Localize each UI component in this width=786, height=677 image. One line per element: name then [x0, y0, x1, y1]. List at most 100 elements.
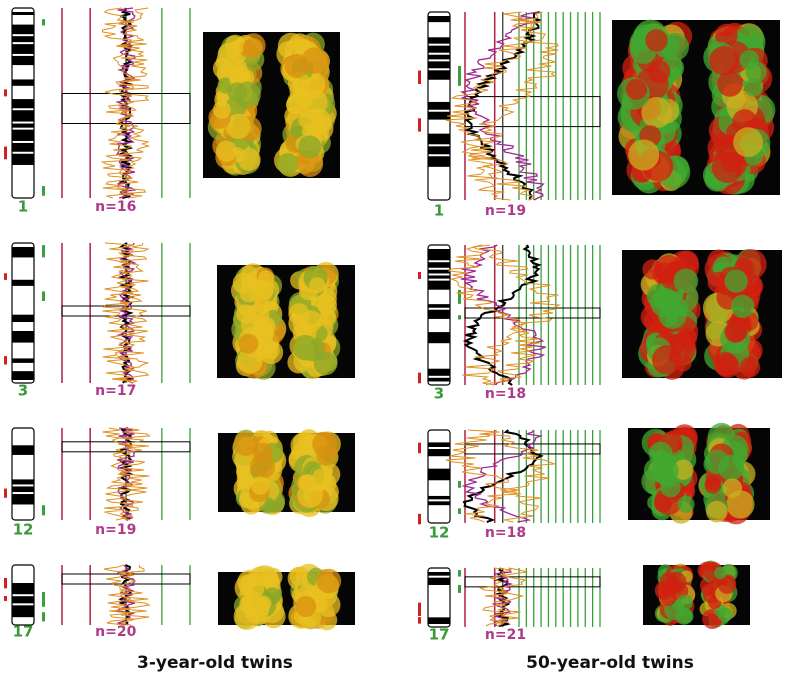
signal — [706, 501, 728, 523]
signal — [626, 79, 647, 100]
signal — [288, 303, 309, 324]
band — [428, 270, 450, 274]
profile-curve — [463, 12, 559, 200]
mark — [418, 118, 421, 131]
band — [428, 46, 450, 53]
band — [12, 583, 34, 594]
band — [12, 25, 34, 35]
signal — [298, 135, 321, 158]
signal — [628, 140, 659, 171]
band — [428, 156, 450, 167]
band — [12, 143, 34, 152]
signal — [731, 295, 754, 318]
signal — [253, 443, 273, 463]
signal — [652, 458, 679, 485]
chromosome-image — [638, 250, 701, 379]
mark — [42, 505, 45, 514]
signal — [264, 568, 283, 587]
band — [428, 70, 450, 79]
band — [428, 332, 450, 343]
band — [12, 371, 34, 380]
band — [12, 247, 34, 257]
band — [428, 275, 450, 278]
band — [428, 578, 450, 585]
band — [428, 469, 450, 481]
band — [428, 617, 450, 624]
signal — [227, 82, 246, 101]
signal — [256, 596, 272, 612]
signal — [317, 295, 337, 315]
signal — [243, 38, 263, 58]
mark — [4, 596, 7, 601]
chromosome-label: 17 — [13, 623, 34, 641]
signal — [300, 474, 317, 491]
band — [12, 280, 34, 286]
band — [428, 16, 450, 22]
signal — [213, 101, 231, 119]
signal — [314, 352, 338, 376]
mark — [458, 72, 461, 86]
signal — [740, 357, 760, 377]
chromosome-label: 12 — [13, 521, 34, 539]
mark — [4, 89, 7, 96]
n-label: n=19 — [485, 203, 526, 219]
band — [12, 56, 34, 65]
band — [428, 61, 450, 68]
mark — [458, 290, 461, 304]
mark — [42, 245, 45, 257]
signal — [674, 269, 699, 294]
band — [428, 378, 450, 382]
signal — [299, 112, 315, 128]
signal — [312, 432, 337, 457]
signal — [239, 334, 259, 354]
chromosome-label: 3 — [18, 382, 28, 400]
band — [428, 102, 450, 110]
n-label: n=20 — [95, 624, 136, 640]
band — [12, 605, 34, 617]
mark — [418, 71, 421, 84]
mark — [458, 508, 461, 514]
signal — [647, 60, 670, 83]
chromosome-image — [287, 262, 340, 379]
band — [428, 55, 450, 60]
mark — [42, 19, 45, 25]
band — [12, 12, 34, 15]
region-box — [465, 577, 600, 587]
caption: 50-year-old twins — [526, 653, 694, 673]
mark — [418, 373, 421, 384]
signal — [236, 304, 255, 323]
band — [428, 442, 450, 447]
signal — [723, 478, 743, 498]
mark — [418, 617, 421, 624]
band — [428, 310, 450, 319]
mark — [4, 578, 7, 588]
n-label: n=17 — [95, 383, 136, 399]
mark — [418, 514, 421, 524]
signal — [652, 345, 681, 374]
band — [12, 110, 34, 121]
band — [12, 79, 34, 85]
signal — [642, 259, 662, 279]
chromosome-image — [288, 429, 341, 517]
signal — [225, 35, 245, 55]
chromosome-image — [288, 564, 342, 631]
n-label: n=18 — [485, 525, 526, 541]
band — [12, 36, 34, 42]
mark — [42, 612, 45, 621]
chromosome-label: 1 — [18, 198, 28, 216]
signal — [733, 127, 763, 157]
signal — [660, 589, 677, 606]
band — [428, 281, 450, 290]
mark — [418, 443, 421, 454]
signal — [251, 476, 270, 495]
signal — [721, 152, 742, 173]
n-label: n=18 — [485, 386, 526, 402]
signal — [705, 450, 729, 474]
band — [428, 304, 450, 308]
band — [428, 496, 450, 499]
band — [12, 479, 34, 484]
signal — [645, 29, 667, 51]
signal — [724, 321, 746, 343]
mark — [4, 147, 7, 160]
signal — [216, 141, 237, 162]
